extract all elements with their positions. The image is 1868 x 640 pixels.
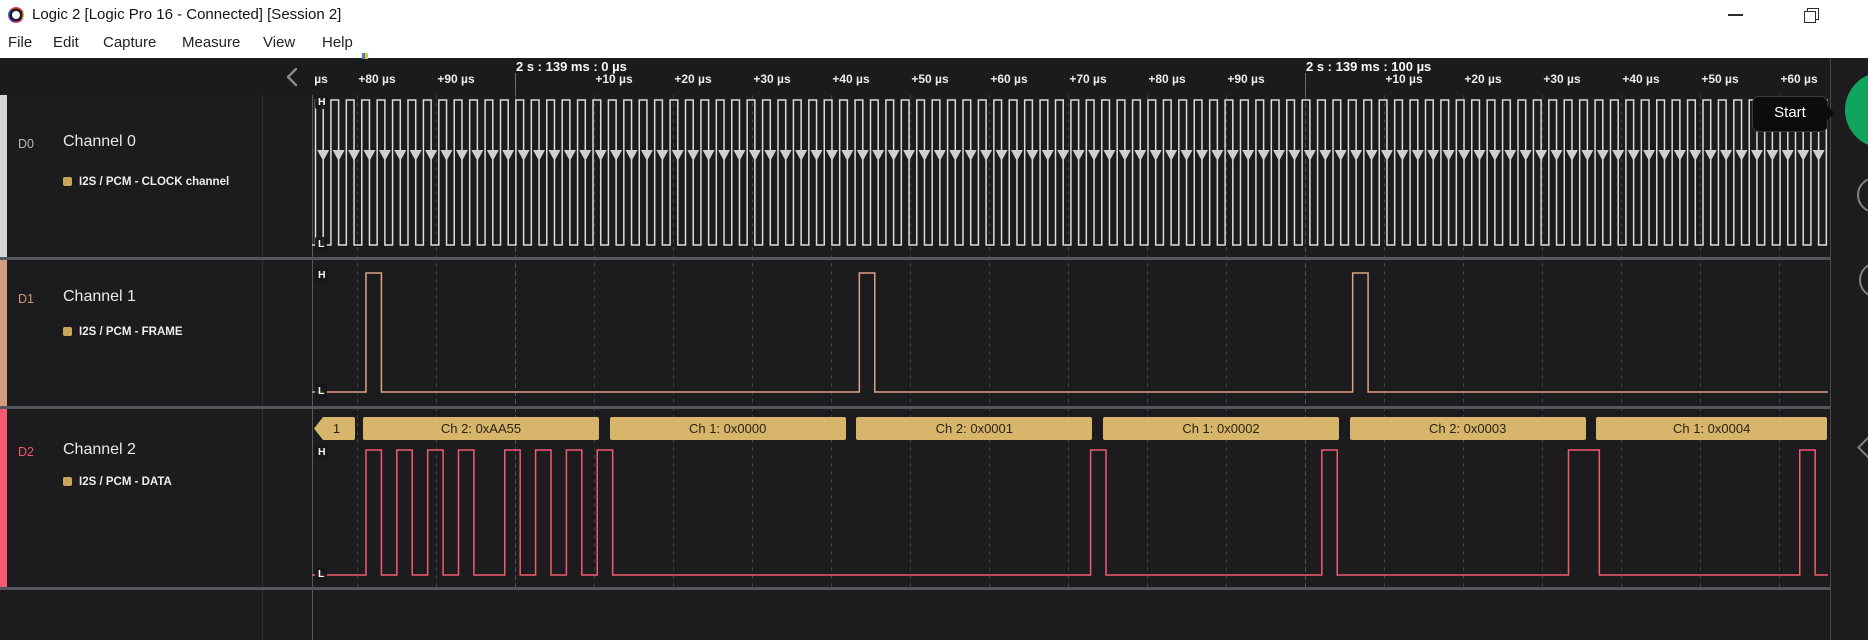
tooltip-arrow xyxy=(1826,105,1835,121)
ruler-tick-label: +30 µs xyxy=(753,72,791,86)
ruler-tick-label: +20 µs xyxy=(674,72,712,86)
sidebar-tool-icon[interactable] xyxy=(1859,262,1868,298)
level-high-label: H xyxy=(315,95,329,109)
ruler-tick-label: +40 µs xyxy=(1622,72,1660,86)
marker-blue xyxy=(362,53,365,59)
analyzer-label[interactable]: I2S / PCM - DATA xyxy=(79,476,172,488)
chevron-left-icon[interactable] xyxy=(282,64,304,90)
level-low-label: L xyxy=(315,567,328,581)
menu-item-view[interactable]: View xyxy=(263,34,296,51)
ruler-tick-label: +80 µs xyxy=(1148,72,1186,86)
window-title: Logic 2 [Logic Pro 16 - Connected] [Sess… xyxy=(32,6,342,23)
sidebar-tool-icon[interactable] xyxy=(1857,434,1868,461)
channel-accent-bar xyxy=(0,95,7,257)
analyzer-bullet-icon xyxy=(63,177,72,186)
channel-name[interactable]: Channel 2 xyxy=(63,441,136,458)
analyzer-label[interactable]: I2S / PCM - FRAME xyxy=(79,326,183,338)
minimize-button[interactable] xyxy=(1712,0,1758,30)
panel-divider xyxy=(262,95,263,640)
ruler-tick-label: +70 µs xyxy=(1069,72,1107,86)
timeline-ruler[interactable]: µs +80 µs +90 µs +10 µs +20 µs +30 µs +40 µs +5… xyxy=(0,58,1868,95)
analyzer-bullet-icon xyxy=(63,477,72,486)
menu-bar: File Edit Capture Measure View Help xyxy=(0,30,1868,58)
ruler-tick-label: +50 µs xyxy=(1701,72,1739,86)
level-high-label: H xyxy=(315,268,329,282)
level-low-label: L xyxy=(315,237,328,251)
channel-divider xyxy=(0,587,1830,590)
start-capture-button[interactable] xyxy=(1845,72,1868,148)
level-low-label: L xyxy=(315,384,328,398)
i2s-annotation[interactable]: Ch 2: 0x0003 xyxy=(1349,417,1586,440)
ruler-tick-label: +80 µs xyxy=(358,72,396,86)
ruler-major-label: 2 s : 139 ms : 0 µs xyxy=(516,59,627,74)
ruler-major-label: 2 s : 139 ms : 100 µs xyxy=(1306,59,1432,74)
analyzer-label[interactable]: I2S / PCM - CLOCK channel xyxy=(79,176,230,188)
ruler-tick-label: +30 µs xyxy=(1543,72,1581,86)
i2s-annotation[interactable]: Ch 1: 0x0002 xyxy=(1103,417,1339,440)
logic2-app-icon xyxy=(8,7,24,23)
menu-item-help[interactable]: Help xyxy=(322,34,353,51)
channel-id-label: D2 xyxy=(18,445,34,459)
channel-divider xyxy=(0,406,1830,409)
ruler-tick-label: +60 µs xyxy=(1780,72,1818,86)
i2s-annotation[interactable]: Ch 2: 0x0001 xyxy=(856,417,1093,440)
channel-accent-bar xyxy=(0,260,7,406)
channel-divider xyxy=(0,257,1830,260)
level-high-label: H xyxy=(315,445,329,459)
restore-button[interactable] xyxy=(1781,0,1827,30)
menu-item-edit[interactable]: Edit xyxy=(53,34,79,51)
channel-id-label: D0 xyxy=(18,137,34,151)
capture-position-marker xyxy=(362,53,368,59)
channel-id-label: D1 xyxy=(18,292,34,306)
channel-name[interactable]: Channel 0 xyxy=(63,133,136,150)
ruler-tick-label: +90 µs xyxy=(437,72,475,86)
menu-item-measure[interactable]: Measure xyxy=(182,34,241,51)
ruler-tick-label: +50 µs xyxy=(911,72,949,86)
ruler-tick-label: +60 µs xyxy=(990,72,1028,86)
ruler-tick-label: +40 µs xyxy=(832,72,870,86)
menu-item-file[interactable]: File xyxy=(8,34,33,51)
start-tooltip-label: Start xyxy=(1774,104,1806,121)
start-tooltip: Start xyxy=(1752,96,1835,132)
i2s-annotation[interactable]: Ch 1: 0x0000 xyxy=(609,417,846,440)
restore-icon xyxy=(1804,11,1816,23)
ruler-major-tick xyxy=(515,73,516,95)
title-bar: Logic 2 [Logic Pro 16 - Connected] [Sess… xyxy=(0,0,1868,30)
analyzer-bullet-icon xyxy=(63,327,72,336)
marker-yellow xyxy=(365,53,368,59)
ruler-tick-label: µs xyxy=(314,72,328,86)
channel-name[interactable]: Channel 1 xyxy=(63,288,136,305)
minimize-icon xyxy=(1728,14,1743,16)
right-sidebar xyxy=(1830,58,1868,640)
ruler-major-tick xyxy=(1305,73,1306,95)
channel-accent-bar xyxy=(0,409,7,587)
sidebar-tool-icon[interactable] xyxy=(1857,177,1868,213)
ruler-tick-label: +10 µs xyxy=(595,72,633,86)
i2s-marker-bubble[interactable]: 1 xyxy=(314,417,355,440)
menu-item-capture[interactable]: Capture xyxy=(103,34,157,51)
i2s-annotation[interactable]: Ch 2: 0xAA55 xyxy=(363,417,599,440)
i2s-annotation[interactable]: Ch 1: 0x0004 xyxy=(1596,417,1827,440)
ruler-tick-label: +10 µs xyxy=(1385,72,1423,86)
ruler-tick-label: +90 µs xyxy=(1227,72,1265,86)
ruler-tick-label: +20 µs xyxy=(1464,72,1502,86)
